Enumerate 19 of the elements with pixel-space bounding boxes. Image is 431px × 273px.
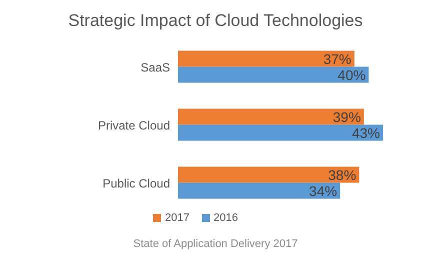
data-label: 40% — [338, 66, 366, 83]
bar — [178, 108, 364, 125]
data-label: 43% — [352, 124, 380, 141]
legend-label: 2016 — [212, 212, 238, 224]
bar — [178, 166, 360, 183]
y-tick-label: Private Cloud — [98, 118, 170, 132]
legend-label: 2017 — [164, 212, 190, 224]
bar — [178, 66, 369, 83]
bar — [178, 182, 340, 199]
data-label: 39% — [332, 108, 361, 125]
y-tick-label: Public Cloud — [102, 176, 170, 190]
data-label: 37% — [323, 50, 352, 67]
data-label: 34% — [309, 182, 338, 199]
bar — [178, 124, 383, 141]
chart-title: Strategic Impact of Cloud Technologies — [67, 10, 364, 32]
y-tick-label: SaaS — [140, 60, 170, 74]
text: State of Application Delivery 2017 — [132, 238, 299, 250]
bar — [178, 50, 354, 67]
data-label: 38% — [328, 166, 356, 183]
